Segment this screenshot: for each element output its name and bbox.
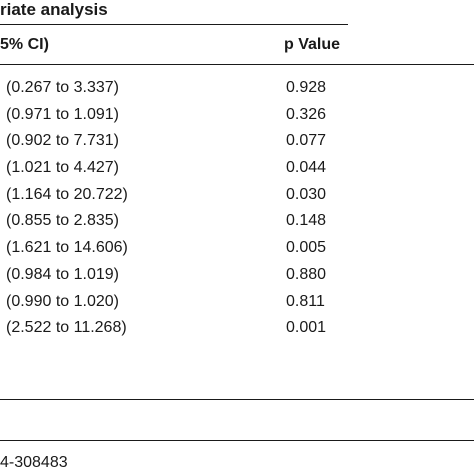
table-bottom-divider [0,399,474,400]
ci-cell: (0.855 to 2.835) [6,212,119,230]
table-row: (0.902 to 7.731) 0.077 [0,131,474,158]
p-value-cell: 0.148 [286,212,327,230]
table-row: (0.267 to 3.337) 0.928 [0,78,474,105]
table-row: (0.971 to 1.091) 0.326 [0,105,474,132]
ci-cell: (1.021 to 4.427) [6,159,119,177]
table-row: (2.522 to 11.268) 0.001 [0,318,474,345]
ci-cell: (0.990 to 1.020) [6,292,119,310]
ci-cell: (2.522 to 11.268) [6,319,127,337]
table-row: (1.164 to 20.722) 0.030 [0,185,474,212]
ci-cell: (1.621 to 14.606) [6,239,128,257]
footer-divider [0,440,474,441]
ci-cell: (0.971 to 1.091) [6,105,119,123]
ci-cell: (1.164 to 20.722) [6,185,128,203]
title-divider [0,24,348,25]
p-value-cell: 0.811 [286,292,325,310]
p-value-cell: 0.001 [286,319,327,337]
ci-column-header: 5% CI) [0,36,49,53]
p-value-cell: 0.005 [286,239,327,257]
table-row: (0.984 to 1.019) 0.880 [0,265,474,292]
table-row: (0.855 to 2.835) 0.148 [0,211,474,238]
footer-text: 4-308483 [0,454,68,471]
table-row: (0.990 to 1.020) 0.811 [0,292,474,319]
header-divider [0,64,474,65]
p-value-cell: 0.880 [286,265,327,283]
table-body: (0.267 to 3.337) 0.928 (0.971 to 1.091) … [0,78,474,345]
p-value-cell: 0.077 [286,132,327,150]
ci-cell: (0.902 to 7.731) [6,132,119,150]
table-row: (1.021 to 4.427) 0.044 [0,158,474,185]
p-value-cell: 0.030 [286,185,327,203]
p-value-cell: 0.928 [286,79,327,96]
table-title: riate analysis [0,0,108,19]
p-value-cell: 0.326 [286,105,327,123]
table-row: (1.621 to 14.606) 0.005 [0,238,474,265]
p-value-cell: 0.044 [286,159,327,177]
p-value-column-header: p Value [284,36,341,53]
ci-cell: (0.267 to 3.337) [6,79,119,96]
ci-cell: (0.984 to 1.019) [6,265,119,283]
